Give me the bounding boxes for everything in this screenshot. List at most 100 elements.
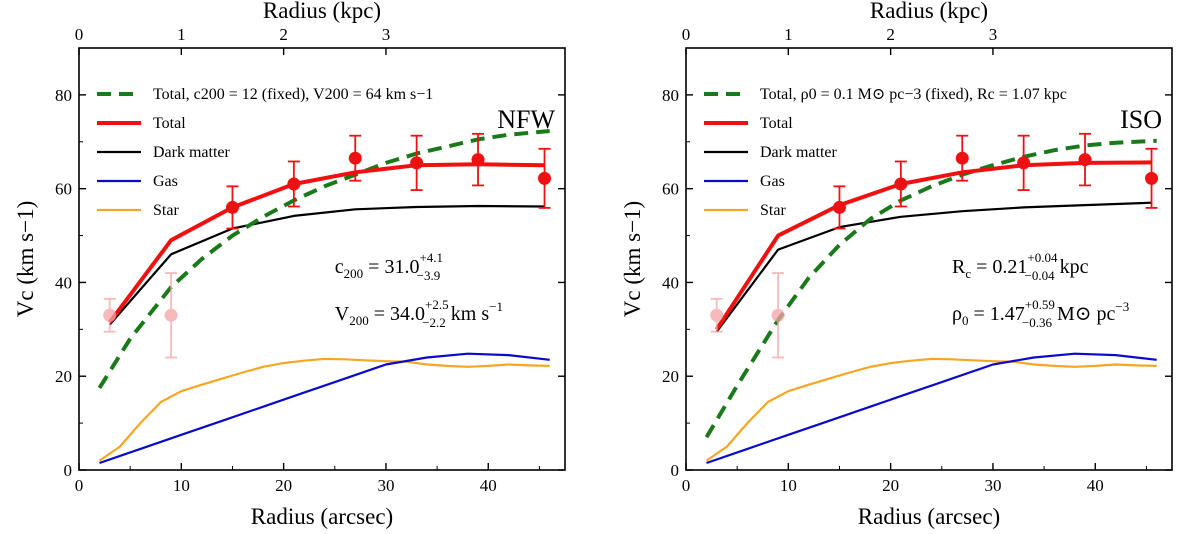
annotation-value: = 34.0 (369, 303, 425, 325)
legend-label-star: Star (760, 202, 786, 219)
legend-label-total: Total (760, 115, 793, 132)
legend-label-gas: Gas (153, 173, 178, 190)
y-tick-label: 20 (662, 367, 679, 386)
data-point-group (710, 297, 724, 333)
y-tick-label: 40 (662, 273, 679, 292)
y-tick-label: 40 (55, 273, 72, 292)
data-point (225, 200, 239, 214)
annotation-symbol: c (335, 256, 344, 278)
data-point (955, 151, 969, 165)
annotation-lower-error: −2.2 (422, 315, 446, 330)
data-point (348, 151, 362, 165)
data-point (832, 200, 846, 214)
x-tick-label: 20 (882, 476, 899, 495)
annotation-upper-error: +0.59 (1025, 297, 1055, 312)
x-tick-label: 0 (682, 476, 691, 495)
data-point-group (1145, 147, 1159, 209)
x-tick-label: 10 (173, 476, 190, 495)
annotation-symbol: ρ (952, 303, 962, 325)
x-tick-label: 10 (780, 476, 797, 495)
series-line-star (705, 357, 1157, 462)
legend-label-star: Star (153, 202, 179, 219)
top-x-tick-label: 1 (784, 25, 793, 44)
data-point-group (164, 272, 178, 359)
annotation-unit: M⊙ pc (1052, 303, 1116, 325)
annotation-subscript: 200 (344, 266, 364, 281)
series-line-total (108, 162, 545, 324)
top-x-tick-label: 2 (886, 25, 895, 44)
legend-label-total-fixed: Total, ρ0 = 0.1 M⊙ pc−3 (fixed), Rc = 1.… (760, 86, 1067, 103)
y-tick-label: 0 (64, 461, 73, 480)
data-point-group (832, 185, 846, 230)
top-x-tick-label: 1 (177, 25, 186, 44)
annotation-lower-error: −3.9 (417, 268, 441, 283)
annotation-subscript: 200 (349, 313, 369, 328)
data-point-group (287, 160, 301, 208)
series-line-star (98, 357, 550, 462)
legend: Total, c200 = 12 (fixed), V200 = 64 km s… (97, 86, 433, 219)
data-point-group (538, 147, 552, 209)
annotation-unit: km s (446, 303, 490, 325)
data-point (894, 177, 908, 191)
legend-label-total-fixed: Total, c200 = 12 (fixed), V200 = 64 km s… (153, 86, 433, 103)
x-axis-label: Radius (arcsec) (858, 504, 1000, 529)
series-line-total (715, 160, 1152, 331)
x-tick-label: 40 (480, 476, 497, 495)
top-x-tick-label: 0 (75, 25, 84, 44)
data-point-group (955, 134, 969, 182)
y-tick-label: 20 (55, 367, 72, 386)
series-line-total-fixed (97, 129, 550, 389)
top-x-axis-label: Radius (kpc) (870, 0, 988, 23)
annotation-value: = 0.21 (971, 256, 1027, 278)
annotation-subscript: c (965, 266, 971, 281)
top-x-tick-label: 0 (682, 25, 691, 44)
annotation-upper-error: +4.1 (419, 250, 443, 265)
annotation-symbol: V (335, 303, 350, 325)
series-group (704, 132, 1159, 465)
model-label: ISO (1120, 105, 1162, 134)
legend-label-dark-matter: Dark matter (153, 144, 231, 161)
legend: Total, ρ0 = 0.1 M⊙ pc−3 (fixed), Rc = 1.… (704, 86, 1067, 219)
y-tick-label: 60 (55, 180, 72, 199)
data-point-group (410, 134, 424, 191)
data-point-group (1017, 134, 1031, 191)
series-line-gas (706, 352, 1157, 465)
legend-label-total: Total (153, 115, 186, 132)
series-line-dark-matter (108, 204, 545, 326)
plot-frame (78, 47, 566, 471)
legend-label-dark-matter: Dark matter (760, 144, 838, 161)
fit-annotation: Rc = 0.21+0.04 −0.04 kpc (952, 250, 1089, 283)
data-point-group (348, 134, 362, 182)
fit-annotation: c200 = 31.0+4.1 −3.9 (335, 250, 443, 283)
data-point-group (771, 272, 785, 359)
data-point (538, 171, 552, 185)
y-axis-label: Vc (km s−1) (620, 201, 645, 317)
data-point (1145, 171, 1159, 185)
x-tick-label: 30 (984, 476, 1001, 495)
data-point (103, 308, 117, 322)
top-x-tick-label: 3 (382, 25, 391, 44)
plot-frame (685, 47, 1173, 471)
data-point-group (471, 132, 485, 187)
series-line-dark-matter (715, 201, 1152, 333)
annotation-unit: kpc (1055, 256, 1089, 278)
series-line-total-fixed (704, 138, 1157, 439)
annotation-upper-error: +0.04 (1027, 250, 1058, 265)
x-axis-label: Radius (arcsec) (251, 504, 393, 529)
data-point (710, 308, 724, 322)
data-point (287, 177, 301, 191)
data-point-group (894, 160, 908, 208)
fit-annotation: ρ0 = 1.47+0.59 −0.36 M⊙ pc−3 (952, 297, 1129, 330)
x-tick-label: 30 (377, 476, 394, 495)
fit-annotation: V200 = 34.0+2.5 −2.2 km s−1 (335, 297, 503, 330)
data-point-group (1078, 132, 1092, 187)
annotation-lower-error: −0.04 (1025, 268, 1056, 283)
y-tick-label: 80 (55, 86, 72, 105)
y-tick-label: 60 (662, 180, 679, 199)
data-point (410, 156, 424, 170)
legend-label-gas: Gas (760, 173, 785, 190)
data-point (771, 308, 785, 322)
annotation-symbol: R (952, 256, 966, 278)
